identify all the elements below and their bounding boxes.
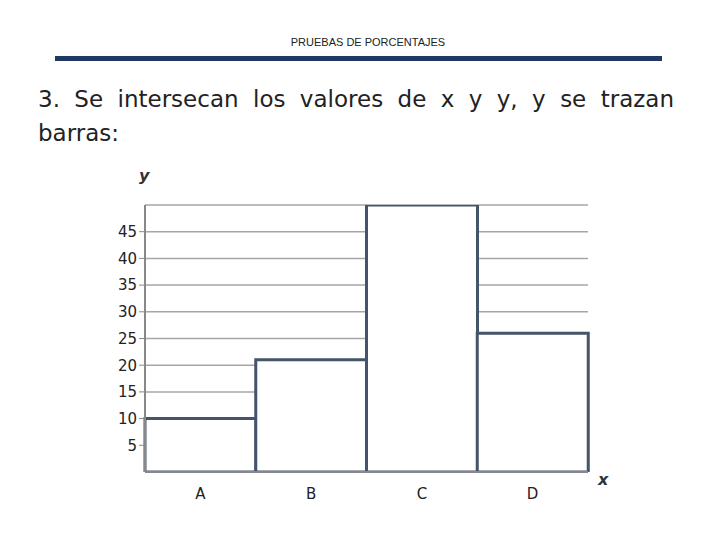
svg-text:40: 40 [118, 250, 137, 268]
svg-text:45: 45 [118, 223, 137, 241]
svg-text:20: 20 [118, 357, 137, 375]
svg-text:B: B [306, 485, 316, 503]
svg-text:10: 10 [118, 410, 137, 428]
svg-text:D: D [527, 485, 539, 503]
svg-text:C: C [417, 485, 427, 503]
html-text:x: x [598, 470, 609, 489]
html-text:PRUEBAS DE PORCENTAJES: PRUEBAS DE PORCENTAJES [290, 36, 446, 48]
svg-text:15: 15 [118, 383, 137, 401]
svg-text:A: A [195, 485, 206, 503]
html-text:3. Se intersecan los valores d: 3. Se intersecan los valores de x y y, y… [38, 86, 674, 146]
svg-text:30: 30 [118, 303, 137, 321]
svg-text:35: 35 [118, 276, 137, 294]
svg-text:25: 25 [118, 330, 137, 348]
html-text:y: y [139, 166, 150, 185]
svg-text:5: 5 [127, 437, 137, 455]
